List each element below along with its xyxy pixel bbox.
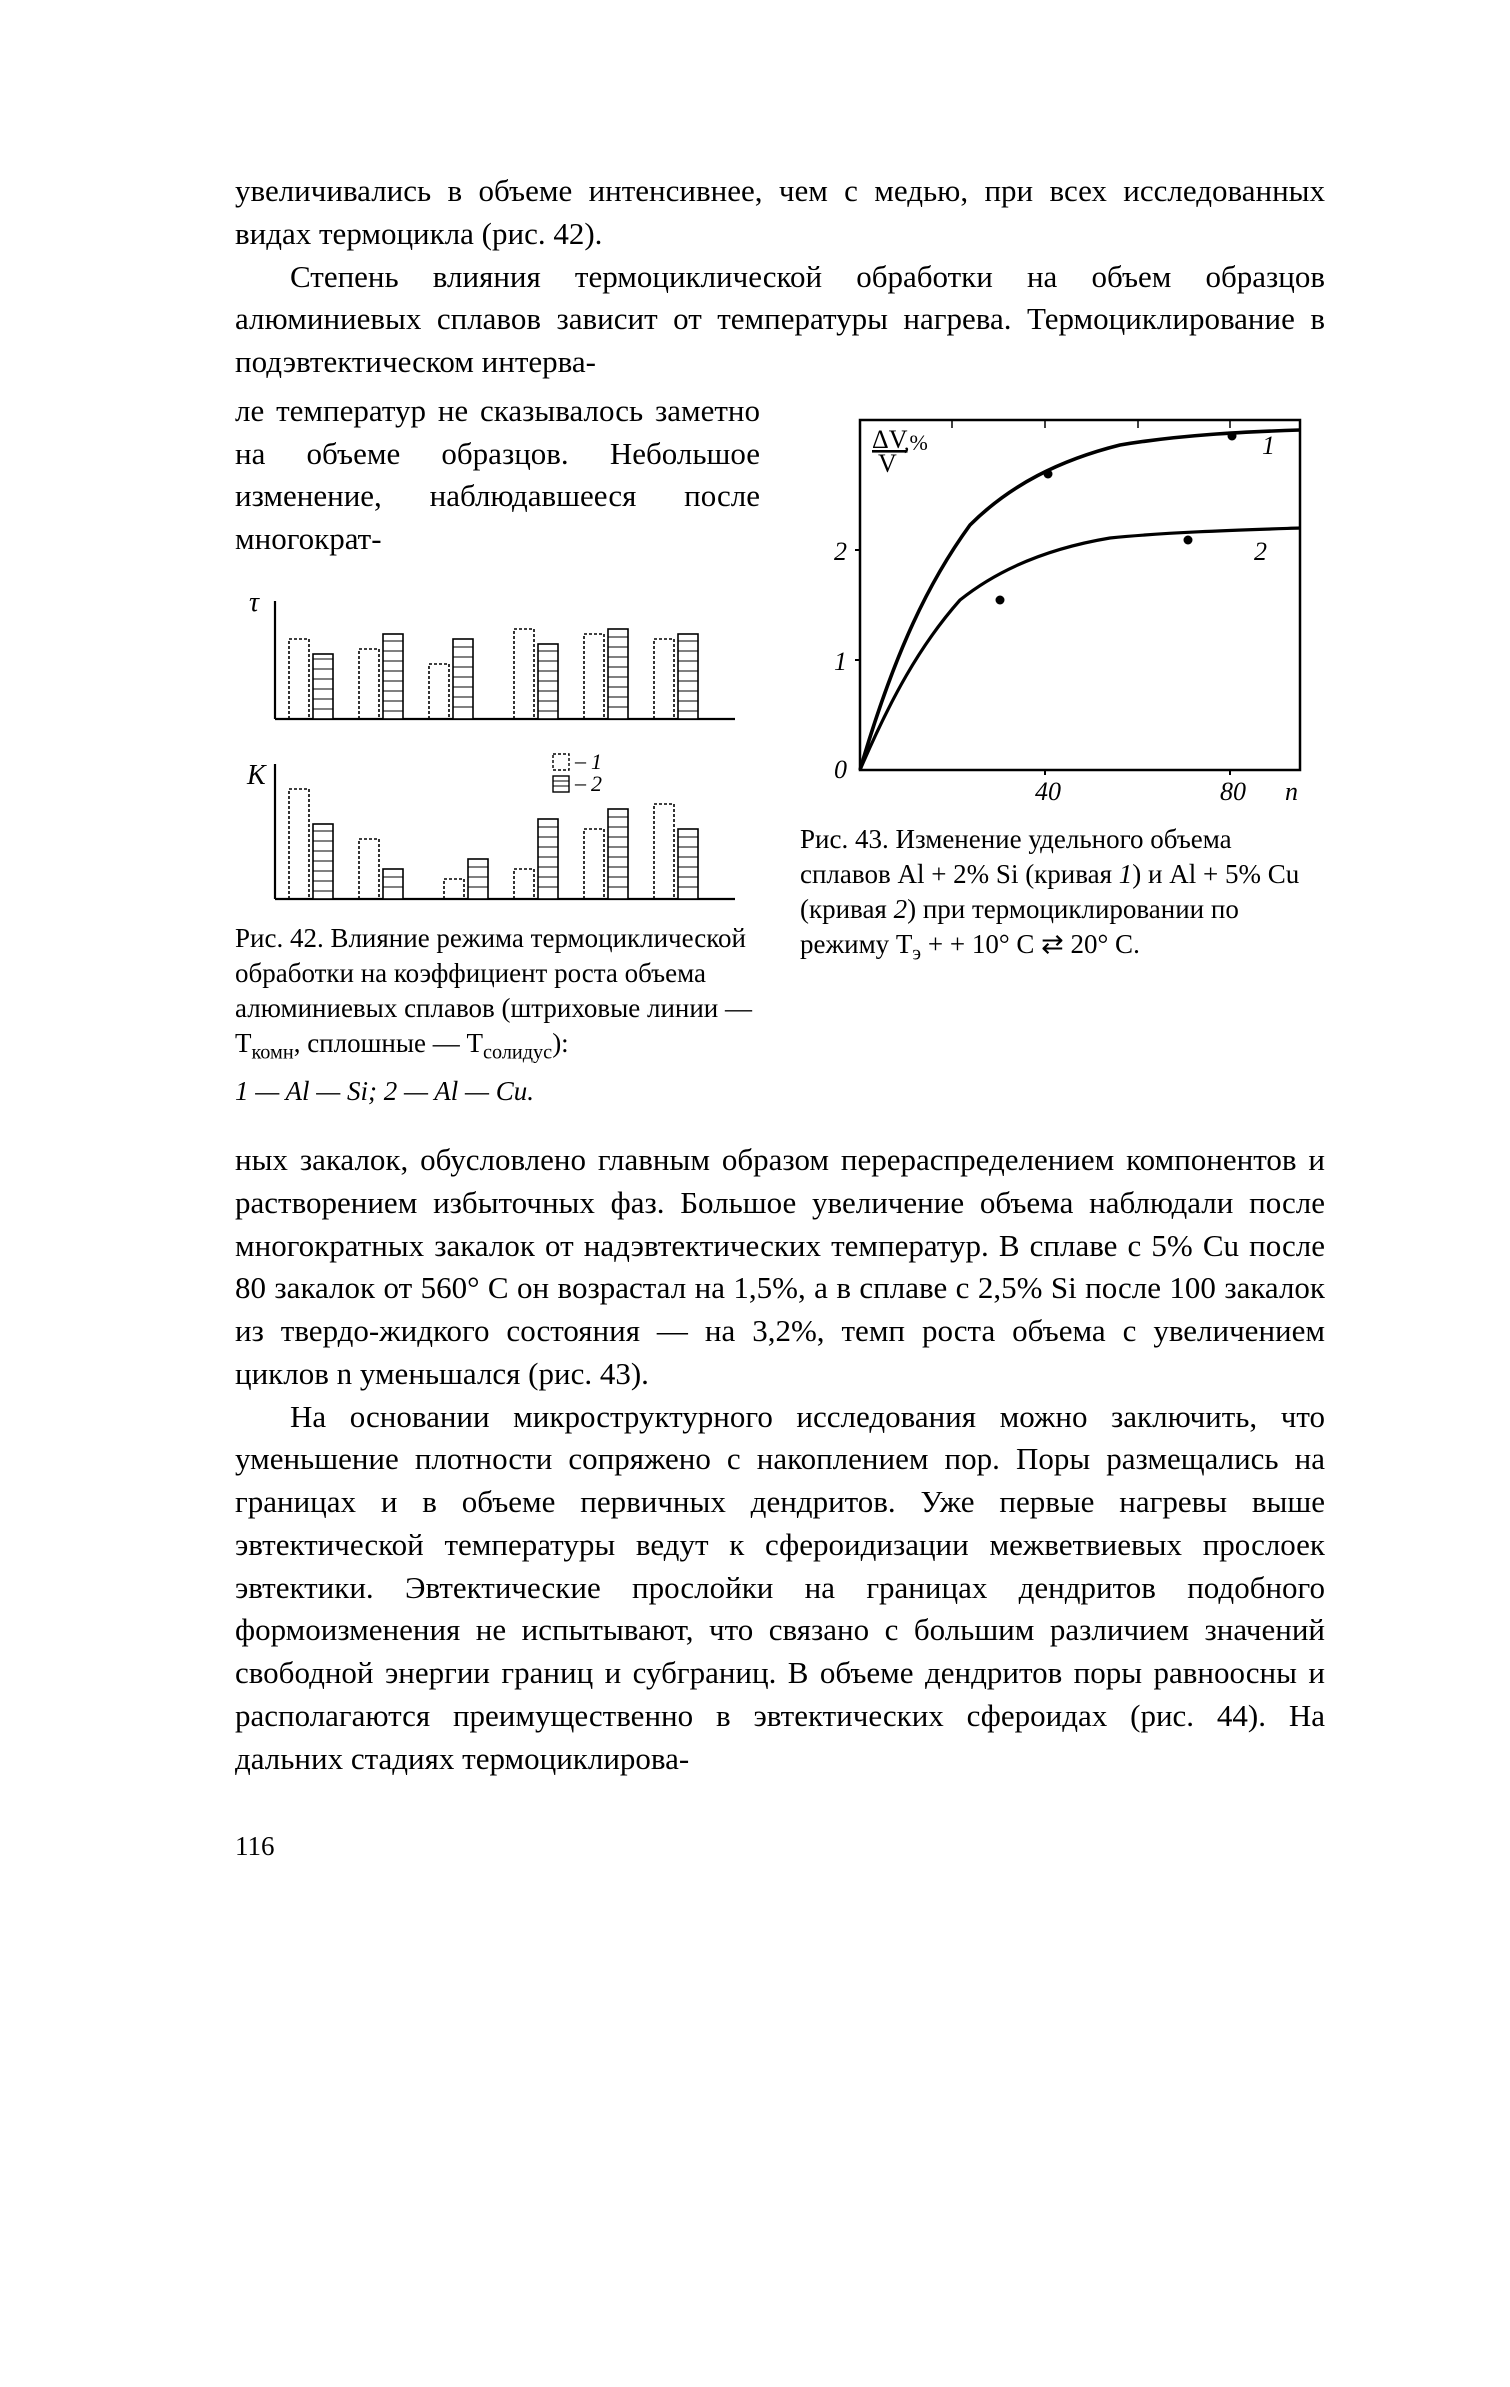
fig42-cap-d: 1 — Al — Si; 2 — Al — Cu. xyxy=(235,1076,534,1106)
fig42-legend-2-dash: – xyxy=(574,770,587,795)
figure-section: ле температур не сказывалось заметно на … xyxy=(235,390,1325,1109)
fig42-cap-b: , сплошные — T xyxy=(294,1028,483,1058)
fig43-cap-d: 2 xyxy=(894,894,908,924)
fig42-cap-sub2: солидус xyxy=(483,1042,552,1064)
fig43-ylabel-bot: V xyxy=(878,449,897,478)
figure-43: ΔV V ,% 0 1 2 40 80 n xyxy=(800,390,1320,810)
fig43-marker-1b xyxy=(1228,431,1237,440)
fig43-xtick-80: 80 xyxy=(1220,777,1246,806)
fig43-caption: Рис. 43. Изменение удельного объема спла… xyxy=(800,822,1325,967)
fig43-marker-1a xyxy=(1044,469,1053,478)
fig43-xtick-40: 40 xyxy=(1035,777,1061,806)
left-column: ле температур не сказывалось заметно на … xyxy=(235,390,760,1109)
fig43-cap-sub: э xyxy=(912,943,921,965)
paragraph-4: На основании микроструктурного исследова… xyxy=(235,1396,1325,1781)
fig43-xlabel: n xyxy=(1285,777,1298,806)
page-number: 116 xyxy=(235,1828,1325,1865)
fig42-legend-2: 2 xyxy=(591,771,602,796)
fig43-ytick-0: 0 xyxy=(834,755,847,784)
fig43-ytick-1: 1 xyxy=(834,647,847,676)
fig42-caption-line2: 1 — Al — Si; 2 — Al — Cu. xyxy=(235,1074,760,1109)
fig42-tau-label: τ xyxy=(249,587,260,618)
paragraph-2-top: Степень влияния термоциклической обработ… xyxy=(235,256,1325,384)
fig43-marker-2a xyxy=(996,595,1005,604)
paragraph-3: ных закалок, обусловлено главным образом… xyxy=(235,1139,1325,1396)
right-column: ΔV V ,% 0 1 2 40 80 n xyxy=(800,390,1325,1109)
paragraph-2-wrap: ле температур не сказывалось заметно на … xyxy=(235,390,760,561)
fig43-cap-b: 1 xyxy=(1119,859,1133,889)
fig42-k-label: K xyxy=(246,760,267,791)
fig43-series1-label: 1 xyxy=(1262,431,1275,460)
fig42-caption: Рис. 42. Влияние режима термоциклической… xyxy=(235,921,760,1066)
fig42-cap-c: ): xyxy=(552,1028,569,1058)
paragraph-1: увеличивались в объеме интенсивнее, чем … xyxy=(235,170,1325,256)
fig43-ytick-2: 2 xyxy=(834,537,847,566)
fig42-bg xyxy=(235,579,745,909)
figure-42: τ xyxy=(235,579,745,909)
fig43-ylabel-pct: ,% xyxy=(904,430,928,455)
fig43-marker-2b xyxy=(1184,535,1193,544)
fig43-series2-label: 2 xyxy=(1254,537,1267,566)
fig42-cap-sub1: комн xyxy=(252,1042,294,1064)
fig43-cap-f: + + 10° C ⇄ 20° C. xyxy=(921,929,1140,959)
